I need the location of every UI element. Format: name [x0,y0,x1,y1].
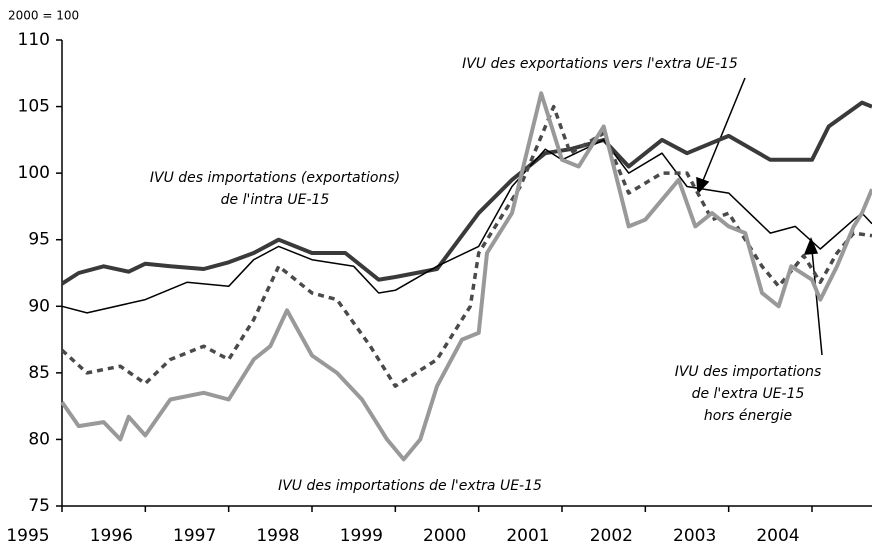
x-tick-label: 2002 [590,526,633,546]
x-tick-label: 1996 [90,526,133,546]
x-tick-label: 2001 [506,526,549,546]
y-tick-label: 85 [28,363,50,383]
subtitle: 2000 = 100 [8,9,79,23]
series-line [60,100,872,286]
annotation: IVU des importations (exportations) [150,170,400,186]
series-line [61,139,872,314]
y-tick-label: 100 [18,163,50,183]
annotation: hors énergie [704,408,792,424]
y-tick-label: 75 [28,496,50,516]
annotation: IVU des importations de l'extra UE-15 [278,478,542,494]
annotation: de l'extra UE-15 [692,386,805,402]
series-line [60,91,872,462]
y-tick-label: 90 [28,296,50,316]
x-tick-label: 2000 [423,526,466,546]
annotation: IVU des exportations vers l'extra UE-15 [462,56,738,72]
series-line [60,104,872,388]
y-tick-label: 110 [18,30,50,50]
x-tick-label: 1999 [340,526,383,546]
y-tick-label: 105 [18,97,50,117]
x-tick-label: 1995 [6,526,49,546]
x-tick-label: 2003 [673,526,716,546]
y-tick-label: 80 [28,429,50,449]
annotation: de l'intra UE-15 [221,192,330,208]
x-tick-label: 1998 [256,526,299,546]
x-tick-label: 1997 [173,526,216,546]
x-tick-label: 2004 [756,526,799,546]
annotation: IVU des importations [675,364,822,380]
y-tick-label: 95 [28,230,50,250]
